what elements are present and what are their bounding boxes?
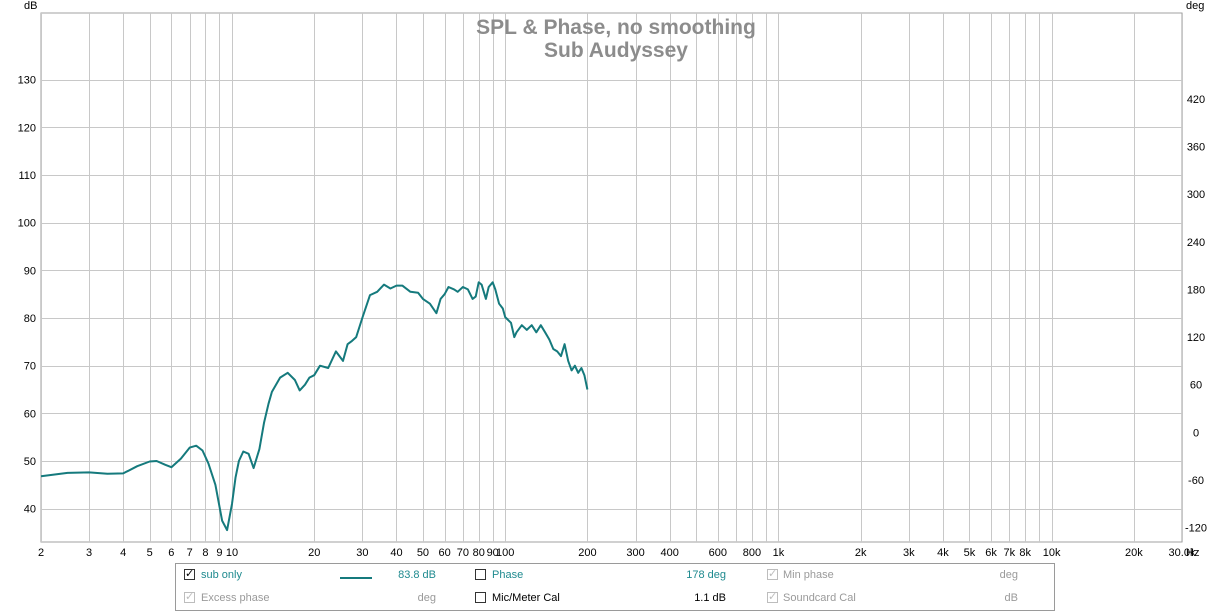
legend-panel: ✓ sub only 83.8 dB Phase 178 deg ✓ Min p… <box>175 563 1055 611</box>
y-tick-label: 120 <box>18 122 36 134</box>
y-tick-label: 60 <box>24 408 36 420</box>
y-tick-label: 80 <box>24 313 36 325</box>
x-tick-label: 600 <box>709 547 727 559</box>
soundcard-cal-label[interactable]: Soundcard Cal <box>783 592 856 604</box>
x-gridlines <box>41 13 1183 542</box>
min-phase-label[interactable]: Min phase <box>783 569 834 581</box>
chart-subtitle: Sub Audyssey <box>544 39 688 62</box>
x-tick-label: 90 <box>487 547 499 559</box>
x-tick-label: 70 <box>457 547 469 559</box>
y2-tick-label: -60 <box>1188 475 1204 487</box>
y2-tick-label: 120 <box>1187 332 1205 344</box>
x-tick-label: 6k <box>985 547 997 559</box>
y-tick-label: 100 <box>18 218 36 230</box>
x-tick-label: 20k <box>1125 547 1143 559</box>
x-tick-label: 40 <box>390 547 402 559</box>
y-gridlines <box>41 80 1182 510</box>
chart-title: SPL & Phase, no smoothing <box>476 16 756 39</box>
y-axis-label: dB <box>24 0 37 12</box>
x-tick-label: 30 <box>356 547 368 559</box>
sub-only-label[interactable]: sub only <box>201 569 242 581</box>
x-tick-label: 4k <box>937 547 949 559</box>
x-axis-label: Hz <box>1186 547 1199 559</box>
plot-frame <box>40 12 1183 543</box>
x-tick-label: 7 <box>187 547 193 559</box>
y2-tick-labels: -120 -60 0 60 120 180 240 300 360 420 <box>1185 94 1207 535</box>
x-tick-label: 30.0k <box>1169 547 1196 559</box>
y2-axis-label: deg <box>1186 0 1204 12</box>
soundcard-cal-checkbox[interactable]: ✓ <box>767 591 778 603</box>
min-phase-checkbox[interactable]: ✓ <box>767 568 778 580</box>
x-tick-label: 80 <box>473 547 485 559</box>
y-tick-label: 70 <box>24 361 36 373</box>
y2-tick-label: 60 <box>1190 380 1202 392</box>
x-tick-label: 2 <box>38 547 44 559</box>
x-tick-label: 300 <box>626 547 644 559</box>
y2-tick-label: -120 <box>1185 523 1207 535</box>
y2-tick-label: 360 <box>1187 141 1205 153</box>
legend-row-2: ✓ Excess phase deg Mic/Meter Cal 1.1 dB … <box>176 589 1054 611</box>
y2-tick-label: 0 <box>1193 427 1199 439</box>
y-tick-label: 40 <box>24 504 36 516</box>
x-tick-label: 1k <box>773 547 785 559</box>
phase-checkbox[interactable] <box>475 569 486 580</box>
y-tick-label: 110 <box>18 170 36 182</box>
x-tick-label: 10k <box>1043 547 1061 559</box>
y2-tick-label: 420 <box>1187 94 1205 106</box>
y-tick-label: 90 <box>24 265 36 277</box>
mic-cal-checkbox[interactable] <box>475 592 486 603</box>
sub-only-value: 83.8 dB <box>398 569 436 581</box>
x-tick-label: 50 <box>417 547 429 559</box>
x-tick-label: 7k <box>1004 547 1016 559</box>
x-tick-label: 100 <box>496 547 514 559</box>
legend-row-1: ✓ sub only 83.8 dB Phase 178 deg ✓ Min p… <box>176 566 1054 588</box>
phase-value: 178 deg <box>686 569 726 581</box>
sub-only-line-swatch <box>340 577 372 579</box>
x-tick-label: 10 <box>226 547 238 559</box>
x-tick-label: 8 <box>202 547 208 559</box>
x-tick-label: 200 <box>578 547 596 559</box>
x-tick-label: 6 <box>168 547 174 559</box>
x-tick-label: 60 <box>438 547 450 559</box>
sub-only-checkbox[interactable]: ✓ <box>184 568 195 580</box>
excess-phase-checkbox[interactable]: ✓ <box>184 591 195 603</box>
y2-tick-label: 180 <box>1187 284 1205 296</box>
y2-tick-label: 240 <box>1187 237 1205 249</box>
min-phase-value: deg <box>999 569 1018 581</box>
excess-phase-value: deg <box>417 592 436 604</box>
y-tick-labels: 40 50 60 70 80 90 100 110 120 130 <box>18 75 36 516</box>
x-tick-label: 9 <box>216 547 222 559</box>
excess-phase-label[interactable]: Excess phase <box>201 592 270 604</box>
mic-cal-value: 1.1 dB <box>694 592 726 604</box>
x-tick-label: 3 <box>86 547 92 559</box>
spl-trace-line <box>40 281 589 532</box>
y-tick-label: 50 <box>24 456 36 468</box>
phase-label[interactable]: Phase <box>492 569 524 581</box>
soundcard-cal-value: dB <box>1004 592 1018 604</box>
series-group <box>40 281 589 532</box>
x-tick-label: 400 <box>661 547 679 559</box>
x-tick-label: 8k <box>1019 547 1031 559</box>
x-tick-label: 5k <box>964 547 976 559</box>
mic-cal-label[interactable]: Mic/Meter Cal <box>492 592 560 604</box>
y2-tick-label: 300 <box>1187 189 1205 201</box>
x-tick-label: 2k <box>855 547 867 559</box>
x-tick-label: 4 <box>120 547 126 559</box>
x-tick-label: 3k <box>903 547 915 559</box>
x-tick-label: 5 <box>147 547 153 559</box>
x-tick-label: 20 <box>308 547 320 559</box>
x-tick-label: 800 <box>743 547 761 559</box>
y-tick-label: 130 <box>18 75 36 87</box>
